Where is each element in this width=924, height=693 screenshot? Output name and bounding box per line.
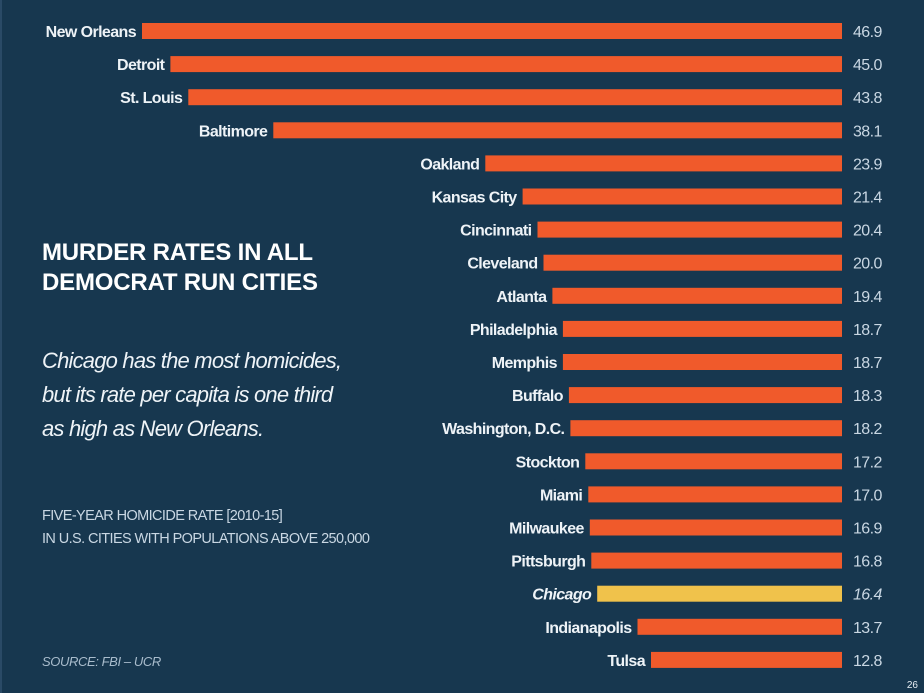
- bar-row: Detroit 45.0: [117, 56, 883, 74]
- bar: [188, 89, 843, 106]
- subtitle-line: but its rate per capita is one third: [42, 382, 333, 407]
- bar-row: New Orleans 46.9: [46, 23, 883, 41]
- chart-title-line: MURDER RATES IN ALL: [42, 239, 313, 266]
- bar: [485, 155, 842, 172]
- bar-row: Cleveland 20.0: [467, 254, 883, 273]
- bar-row: Tulsa 12.8: [607, 651, 883, 670]
- bar-row: Indianapolis 13.7: [545, 618, 883, 637]
- category-label: Miami: [540, 487, 582, 504]
- value-label: 18.7: [853, 322, 882, 339]
- description-line: IN U.S. CITIES WITH POPULATIONS ABOVE 25…: [42, 531, 370, 547]
- category-label: Philadelphia: [470, 322, 558, 339]
- bar: [591, 552, 842, 569]
- category-label: Pittsburgh: [511, 554, 585, 571]
- value-label: 19.4: [853, 289, 882, 306]
- bar: [552, 287, 842, 304]
- value-label: 12.8: [853, 653, 882, 670]
- bar-row: Kansas City 21.4: [432, 188, 883, 207]
- value-label: 20.4: [853, 223, 882, 240]
- value-label: 18.3: [853, 388, 882, 405]
- bar: [585, 453, 842, 470]
- bar: [562, 320, 842, 337]
- bar: [273, 122, 842, 139]
- category-label: Memphis: [492, 355, 558, 372]
- bar: [170, 56, 842, 73]
- chart-title: MURDER RATES IN ALL DEMOCRAT RUN CITIES: [42, 238, 318, 298]
- category-label: New Orleans: [46, 24, 137, 41]
- value-label: 43.8: [853, 90, 882, 107]
- bar: [568, 387, 842, 404]
- bar-row: Milwaukee 16.9: [509, 519, 883, 538]
- value-label: 45.0: [853, 57, 882, 74]
- chart-subtitle: Chicago has the most homicides, but its …: [42, 344, 342, 446]
- bar: [570, 420, 842, 437]
- bar: [537, 221, 842, 238]
- category-label: Washington, D.C.: [442, 421, 564, 438]
- value-label: 17.2: [853, 454, 882, 471]
- category-label: Stockton: [516, 454, 580, 471]
- bar-row: Stockton 17.2: [516, 453, 883, 471]
- subtitle-line: Chicago has the most homicides,: [42, 348, 342, 373]
- bar: [589, 519, 842, 536]
- bar-row: Chicago 16.4: [532, 585, 883, 604]
- bar-row: Philadelphia 18.7: [470, 320, 883, 339]
- category-label: Indianapolis: [545, 620, 632, 637]
- value-label: 20.0: [853, 256, 882, 273]
- value-label: 17.0: [853, 487, 882, 504]
- source-note: SOURCE: FBI – UCR: [42, 654, 161, 669]
- value-label: 23.9: [853, 156, 882, 173]
- value-label: 18.2: [853, 421, 882, 438]
- bar-highlight: [597, 585, 842, 602]
- bar-row: Miami 17.0: [540, 486, 883, 504]
- category-label: Cleveland: [467, 256, 537, 273]
- category-label: St. Louis: [120, 90, 183, 107]
- bar-row: Washington, D.C. 18.2: [442, 420, 883, 438]
- category-label: Cincinnati: [460, 223, 531, 240]
- category-label: Detroit: [117, 57, 166, 74]
- bar: [588, 486, 842, 503]
- bar: [637, 618, 842, 635]
- bar-row: Memphis 18.7: [492, 354, 883, 372]
- category-label: Atlanta: [496, 289, 547, 306]
- bar-row: Atlanta 19.4: [496, 287, 883, 306]
- category-label: Chicago: [532, 587, 592, 604]
- category-label: Kansas City: [432, 190, 518, 207]
- value-label: 18.7: [853, 355, 882, 372]
- description-line: FIVE-YEAR HOMICIDE RATE [2010-15]: [42, 508, 283, 524]
- category-label: Milwaukee: [509, 521, 584, 538]
- category-label: Baltimore: [199, 123, 268, 140]
- bar: [522, 188, 842, 205]
- value-label: 38.1: [853, 123, 882, 140]
- value-label: 13.7: [853, 620, 882, 637]
- value-label: 21.4: [853, 190, 882, 207]
- bar: [562, 354, 842, 370]
- chart-title-line: DEMOCRAT RUN CITIES: [42, 269, 318, 296]
- bar: [651, 651, 842, 668]
- subtitle-line: as high as New Orleans.: [42, 416, 264, 441]
- page-number: 26: [906, 680, 918, 691]
- bar-row: Baltimore 38.1: [199, 122, 883, 140]
- value-label: 16.4: [853, 587, 882, 604]
- bar-row: Pittsburgh 16.8: [511, 552, 883, 571]
- value-label: 46.9: [853, 24, 882, 41]
- bar-row: Oakland 23.9: [420, 155, 883, 173]
- slide-left-edge: [0, 0, 2, 693]
- bar-row: Buffalo 18.3: [512, 387, 883, 405]
- category-label: Tulsa: [607, 653, 645, 670]
- category-label: Oakland: [420, 156, 479, 173]
- bar-row: Cincinnati 20.4: [460, 221, 883, 240]
- bar-row: St. Louis 43.8: [120, 89, 883, 107]
- value-label: 16.9: [853, 521, 882, 538]
- category-label: Buffalo: [512, 388, 564, 405]
- chart-description: FIVE-YEAR HOMICIDE RATE [2010-15] IN U.S…: [42, 505, 370, 551]
- bar: [142, 23, 842, 39]
- bar: [543, 254, 842, 271]
- value-label: 16.8: [853, 554, 882, 571]
